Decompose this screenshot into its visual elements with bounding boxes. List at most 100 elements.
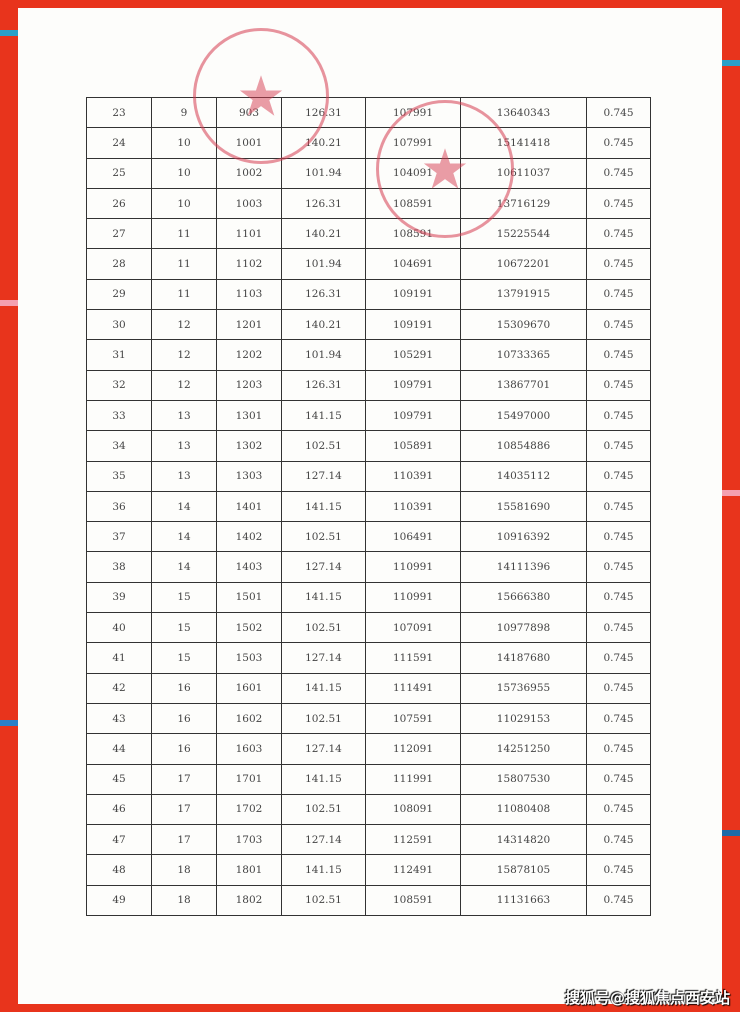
table-cell: 10	[151, 157, 217, 189]
table-cell: 23	[86, 96, 152, 129]
table-cell: 34	[86, 430, 152, 462]
table-cell: 33	[86, 399, 152, 432]
table-row: 41 15 1503 127.14 111591 14187680 0.745	[86, 642, 651, 674]
table-cell: 17	[151, 824, 217, 856]
table-cell: 29	[86, 278, 152, 311]
table-cell: 108591	[365, 218, 461, 250]
table-cell: 111591	[365, 642, 461, 674]
table-cell: 17	[151, 793, 217, 826]
table-cell: 15497000	[460, 399, 587, 432]
table-cell: 13791915	[460, 278, 587, 311]
table-cell: 10977898	[460, 612, 587, 644]
table-cell: 0.745	[586, 248, 651, 280]
table-row: 32 12 1203 126.31 109791 13867701 0.745	[86, 369, 651, 401]
table-cell: 101.94	[281, 339, 366, 371]
table-cell: 0.745	[586, 793, 651, 826]
table-cell: 15736955	[460, 672, 587, 704]
table-cell: 13	[151, 399, 217, 432]
table-cell: 110391	[365, 460, 461, 492]
table-cell: 16	[151, 733, 217, 765]
table-cell: 107591	[365, 702, 461, 735]
table-cell: 13867701	[460, 369, 587, 401]
table-cell: 110391	[365, 490, 461, 523]
table-cell: 14035112	[460, 460, 587, 492]
table-cell: 126.31	[281, 96, 366, 129]
table-cell: 1403	[216, 551, 282, 583]
table-cell: 107991	[365, 96, 461, 129]
table-row: 23 9 903 126.31 107991 13640343 0.745	[86, 96, 651, 129]
table-row: 27 11 1101 140.21 108591 15225544 0.745	[86, 218, 651, 250]
table-cell: 127.14	[281, 460, 366, 492]
table-cell: 140.21	[281, 309, 366, 341]
table-cell: 38	[86, 551, 152, 583]
table-cell: 109791	[365, 369, 461, 401]
table-cell: 15666380	[460, 581, 587, 614]
table-cell: 0.745	[586, 824, 651, 856]
table-cell: 107991	[365, 127, 461, 159]
table-cell: 18	[151, 854, 217, 886]
table-cell: 47	[86, 824, 152, 856]
border-stripe	[0, 300, 18, 306]
table-cell: 10	[151, 187, 217, 220]
table-cell: 108591	[365, 884, 461, 917]
table-cell: 110991	[365, 551, 461, 583]
table-cell: 0.745	[586, 127, 651, 159]
watermark: 搜狐号@搜狐焦点西安站	[564, 989, 730, 1007]
table-cell: 36	[86, 490, 152, 523]
table-cell: 108091	[365, 793, 461, 826]
table-row: 24 10 1001 140.21 107991 15141418 0.745	[86, 127, 651, 159]
table-row: 33 13 1301 141.15 109791 15497000 0.745	[86, 399, 651, 432]
table-cell: 1102	[216, 248, 282, 280]
table-cell: 104691	[365, 248, 461, 280]
table-cell: 0.745	[586, 884, 651, 917]
table-row: 47 17 1703 127.14 112591 14314820 0.745	[86, 824, 651, 856]
table-cell: 11	[151, 278, 217, 311]
table-cell: 1202	[216, 339, 282, 371]
table-cell: 1702	[216, 793, 282, 826]
table-cell: 1401	[216, 490, 282, 523]
table-cell: 14	[151, 551, 217, 583]
table-cell: 127.14	[281, 642, 366, 674]
table-cell: 126.31	[281, 187, 366, 220]
table-cell: 0.745	[586, 187, 651, 220]
table-cell: 107091	[365, 612, 461, 644]
table-cell: 0.745	[586, 218, 651, 250]
table-cell: 1003	[216, 187, 282, 220]
table-cell: 15807530	[460, 763, 587, 795]
table-cell: 1502	[216, 612, 282, 644]
table-cell: 0.745	[586, 490, 651, 523]
table-cell: 12	[151, 339, 217, 371]
table-cell: 140.21	[281, 218, 366, 250]
table-row: 35 13 1303 127.14 110391 14035112 0.745	[86, 460, 651, 492]
table-cell: 1603	[216, 733, 282, 765]
table-cell: 102.51	[281, 702, 366, 735]
table-cell: 15878105	[460, 854, 587, 886]
table-cell: 105291	[365, 339, 461, 371]
table-cell: 15141418	[460, 127, 587, 159]
table-cell: 106491	[365, 521, 461, 553]
table-cell: 10672201	[460, 248, 587, 280]
table-row: 26 10 1003 126.31 108591 13716129 0.745	[86, 187, 651, 220]
table-cell: 111991	[365, 763, 461, 795]
table-cell: 45	[86, 763, 152, 795]
table-row: 31 12 1202 101.94 105291 10733365 0.745	[86, 339, 651, 371]
border-stripe	[722, 830, 740, 836]
table-cell: 102.51	[281, 793, 366, 826]
table-cell: 141.15	[281, 672, 366, 704]
price-table: 23 9 903 126.31 107991 13640343 0.745 24 10 1001 1…	[86, 96, 651, 917]
table-cell: 15	[151, 581, 217, 614]
table-cell: 15581690	[460, 490, 587, 523]
table-cell: 30	[86, 309, 152, 341]
table-cell: 127.14	[281, 733, 366, 765]
table-row: 29 11 1103 126.31 109191 13791915 0.745	[86, 278, 651, 311]
table-cell: 1103	[216, 278, 282, 311]
table-cell: 1001	[216, 127, 282, 159]
table-cell: 35	[86, 460, 152, 492]
table-cell: 39	[86, 581, 152, 614]
table-cell: 141.15	[281, 581, 366, 614]
table-row: 46 17 1702 102.51 108091 11080408 0.745	[86, 793, 651, 826]
table-cell: 13716129	[460, 187, 587, 220]
table-cell: 1402	[216, 521, 282, 553]
table-cell: 11	[151, 218, 217, 250]
table-row: 43 16 1602 102.51 107591 11029153 0.745	[86, 702, 651, 735]
